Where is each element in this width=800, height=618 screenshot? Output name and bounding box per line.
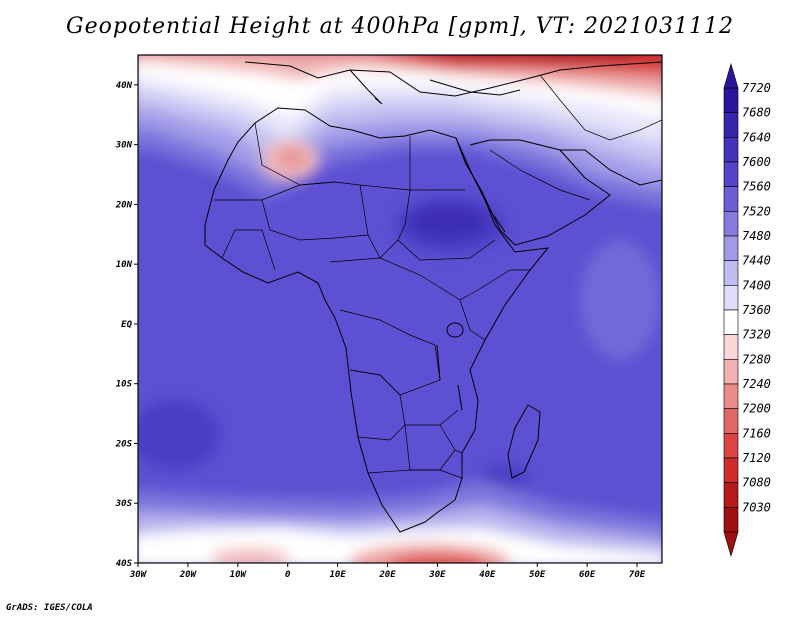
border-namibia-botswana (357, 424, 456, 471)
colorbar-swatch (723, 507, 739, 533)
y-tick-label: 10N (116, 260, 133, 270)
colorbar-swatch (723, 383, 739, 409)
colorbar-swatch (723, 482, 739, 508)
border-saudi (489, 149, 591, 201)
x-tick-label: 50E (529, 570, 546, 580)
colorbar-swatch (723, 87, 739, 113)
colorbar-label: 7160 (742, 426, 771, 440)
colorbar-label: 7720 (742, 81, 771, 95)
colorbar-label: 7080 (742, 476, 771, 490)
colorbar-label: 7240 (742, 377, 771, 391)
colorbar-label: 7640 (742, 130, 771, 144)
madagascar-coastline (507, 404, 541, 479)
turkey-coast (429, 79, 521, 96)
border-sahel (214, 181, 411, 201)
x-tick-label: 70E (629, 570, 646, 580)
colorbar-swatch (723, 309, 739, 335)
border-south-africa (367, 469, 463, 479)
colorbar-label: 7200 (742, 402, 771, 416)
high-atlantic (138, 400, 220, 470)
y-axis: 40N 30N 20N 10N EQ 10S 20S 30S 40S (115, 81, 138, 569)
arabian-peninsula (464, 139, 611, 246)
italy (349, 69, 383, 105)
red-sea-west (455, 137, 506, 233)
persian-gulf-coast (560, 149, 662, 186)
border-iran-iraq (539, 74, 662, 141)
colorbar-swatch (723, 408, 739, 434)
border-mozambique (439, 424, 463, 454)
y-tick-label: 10S (116, 380, 133, 390)
y-tick-label: EQ (121, 320, 132, 330)
plot-frame (137, 54, 663, 564)
colorbar-swatch (723, 211, 739, 237)
colorbar-swatch (723, 137, 739, 163)
chart-title: Geopotential Height at 400hPa [gpm], VT:… (66, 14, 734, 39)
colorbar-bottom-arrow (723, 531, 739, 558)
y-tick-label: 30S (115, 499, 133, 509)
trough-south-red (389, 554, 487, 563)
colorbar-swatch (723, 457, 739, 483)
border-chad (359, 184, 399, 259)
trough-south-west (210, 548, 290, 563)
x-axis: 30W 20W 10W 0 10E 20E 30E 40E 50E 60E 70E (129, 563, 646, 580)
x-tick-label: 60E (579, 570, 596, 580)
colorbar-top-arrow (723, 62, 739, 89)
political-borders (214, 74, 662, 479)
x-tick-label: 20E (378, 570, 396, 580)
colorbar-swatch (723, 186, 739, 212)
colorbar-swatch (723, 235, 739, 261)
colorbar-swatch (723, 359, 739, 385)
iberia-and-europe (244, 61, 662, 97)
x-tick-label: 0 (285, 570, 291, 580)
colorbar-label: 7280 (742, 352, 771, 366)
colorbar-label: 7600 (742, 155, 771, 169)
border-ethiopia-somalia (477, 269, 530, 291)
border-angola-zambia (349, 369, 459, 426)
border-sudan (397, 189, 496, 261)
border-west-africa (221, 229, 276, 271)
lake-victoria (446, 322, 464, 338)
colorbar-label: 7320 (742, 328, 771, 342)
x-tick-label: 30E (428, 570, 446, 580)
colorbar-swatch (723, 433, 739, 459)
border-central-africa (329, 257, 479, 301)
grads-credit: GrADS: IGES/COLA (6, 603, 93, 613)
height-field (138, 55, 662, 563)
band-7040 (430, 55, 633, 60)
colorbar-swatch (723, 112, 739, 138)
x-tick-label: 10E (329, 570, 346, 580)
colorbar-label: 7680 (742, 106, 771, 120)
border-east-africa (459, 299, 486, 341)
colorbar-swatch (723, 334, 739, 360)
colorbar-label: 7520 (742, 204, 771, 218)
colorbar-label: 7030 (742, 500, 771, 514)
border-niger-nigeria (261, 199, 369, 241)
africa-coastline (204, 107, 550, 533)
colorbar-swatch (723, 161, 739, 187)
x-tick-label: 20W (179, 570, 198, 580)
ridge-cell-nw-africa-inner (276, 147, 308, 169)
colorbar-label: 7360 (742, 303, 771, 317)
coastlines (204, 61, 662, 533)
colorbar-label: 7440 (742, 254, 771, 268)
y-tick-label: 20N (115, 200, 133, 210)
x-tick-label: 40E (479, 570, 496, 580)
y-tick-label: 40S (116, 559, 133, 569)
high-sudan-inner (408, 204, 488, 240)
colorbar-label: 7120 (742, 451, 771, 465)
colorbar-label: 7400 (742, 278, 771, 292)
lighter-east-ocean (580, 240, 660, 360)
colorbar-label: 7480 (742, 229, 771, 243)
y-tick-label: 30N (115, 141, 133, 151)
y-tick-label: 40N (116, 81, 133, 91)
colorbar-swatch (723, 260, 739, 286)
colorbar: 7720 7680 7640 7600 7560 7520 7480 7440 7400 7360… (723, 62, 771, 558)
colorbar-swatch (723, 285, 739, 311)
x-tick-label: 30W (129, 570, 148, 580)
colorbar-label: 7560 (742, 180, 771, 194)
x-tick-label: 10W (230, 570, 248, 580)
y-tick-label: 20S (115, 439, 133, 449)
lake-malawi (457, 384, 463, 411)
